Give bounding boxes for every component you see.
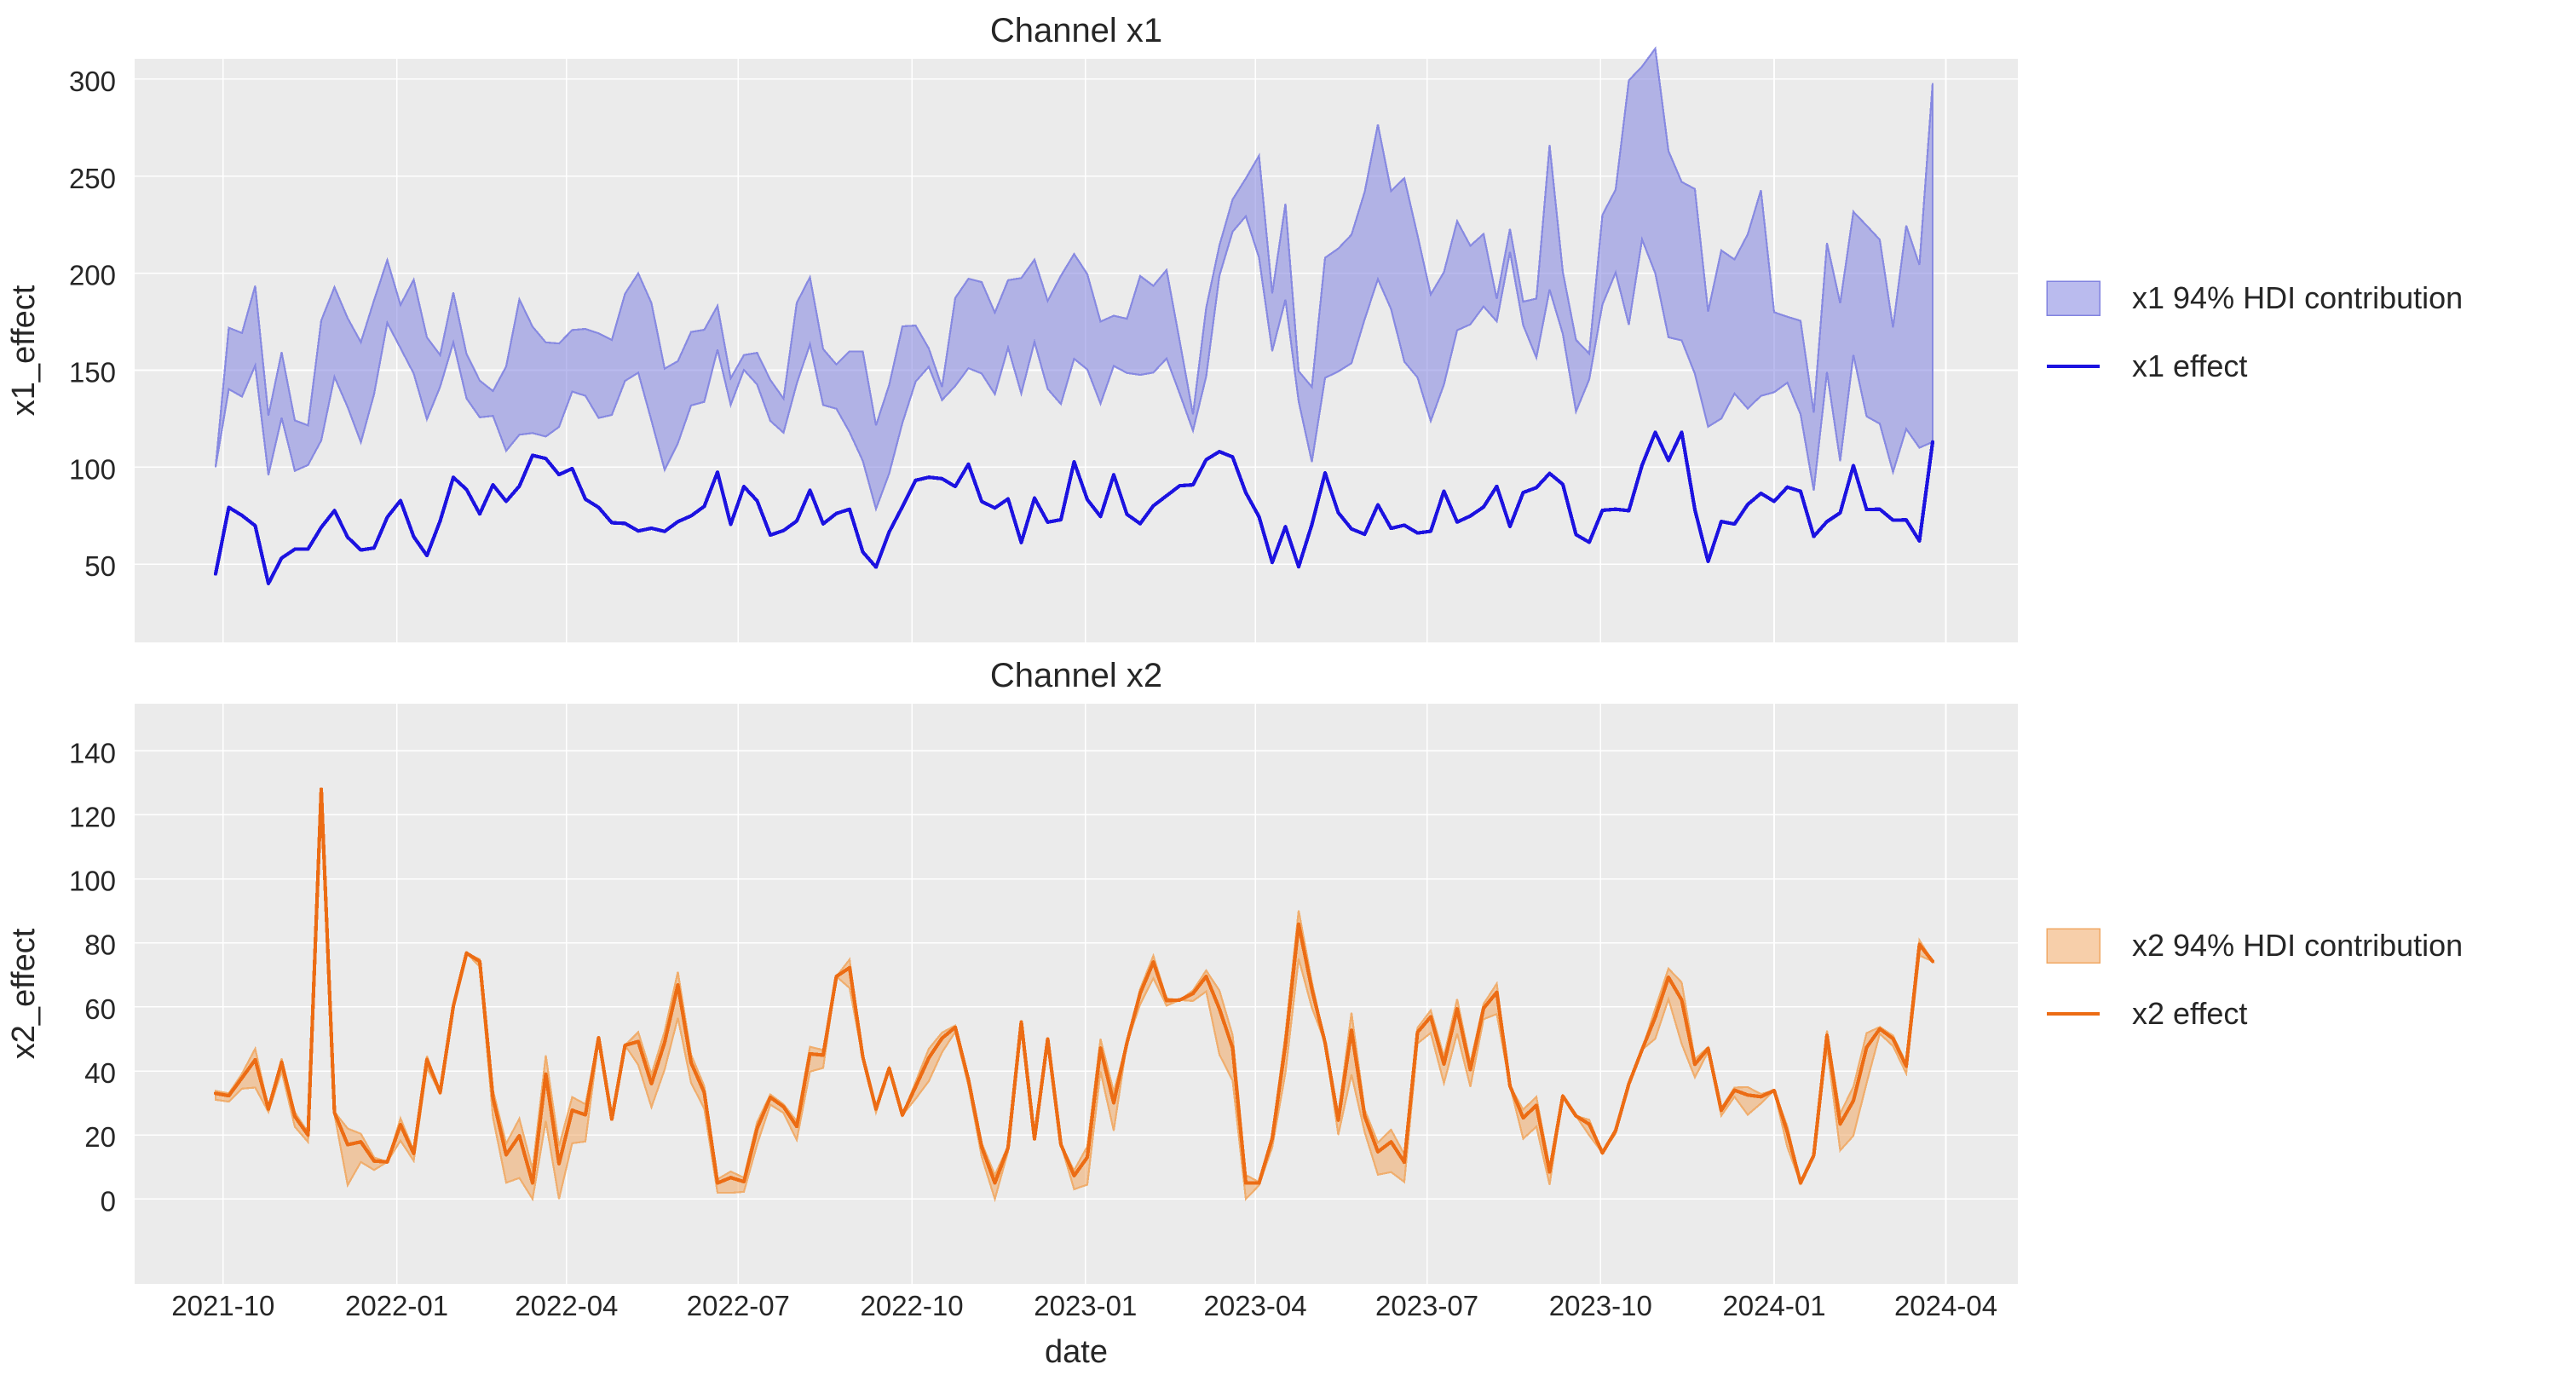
svg-text:x1_effect: x1_effect — [6, 285, 42, 416]
svg-text:2022-01: 2022-01 — [345, 1290, 448, 1321]
svg-text:300: 300 — [69, 66, 116, 97]
svg-text:60: 60 — [84, 993, 116, 1025]
svg-text:100: 100 — [69, 453, 116, 485]
svg-text:Channel x2: Channel x2 — [990, 657, 1162, 694]
svg-text:x2 effect: x2 effect — [2132, 996, 2247, 1031]
svg-text:20: 20 — [84, 1121, 116, 1153]
svg-text:150: 150 — [69, 357, 116, 388]
svg-text:2023-07: 2023-07 — [1375, 1290, 1478, 1321]
svg-text:2024-04: 2024-04 — [1894, 1290, 1997, 1321]
svg-text:0: 0 — [101, 1185, 116, 1217]
svg-text:date: date — [1045, 1334, 1108, 1370]
svg-text:50: 50 — [84, 550, 116, 582]
svg-text:x1 94% HDI contribution: x1 94% HDI contribution — [2132, 280, 2463, 315]
svg-text:2021-10: 2021-10 — [171, 1290, 274, 1321]
svg-text:120: 120 — [69, 801, 116, 832]
svg-text:250: 250 — [69, 163, 116, 194]
svg-text:100: 100 — [69, 866, 116, 897]
svg-text:140: 140 — [69, 737, 116, 768]
svg-text:2023-10: 2023-10 — [1549, 1290, 1652, 1321]
svg-text:x2_effect: x2_effect — [6, 928, 42, 1059]
svg-text:2022-04: 2022-04 — [515, 1290, 618, 1321]
svg-text:2022-07: 2022-07 — [687, 1290, 790, 1321]
svg-text:2022-10: 2022-10 — [861, 1290, 964, 1321]
svg-text:Channel x1: Channel x1 — [990, 12, 1162, 49]
svg-text:x1 effect: x1 effect — [2132, 348, 2247, 383]
svg-text:2023-01: 2023-01 — [1034, 1290, 1137, 1321]
svg-text:80: 80 — [84, 929, 116, 961]
svg-text:2023-04: 2023-04 — [1204, 1290, 1307, 1321]
svg-text:40: 40 — [84, 1057, 116, 1089]
svg-text:200: 200 — [69, 260, 116, 291]
svg-text:2024-01: 2024-01 — [1722, 1290, 1825, 1321]
svg-text:x2 94% HDI contribution: x2 94% HDI contribution — [2132, 928, 2463, 963]
